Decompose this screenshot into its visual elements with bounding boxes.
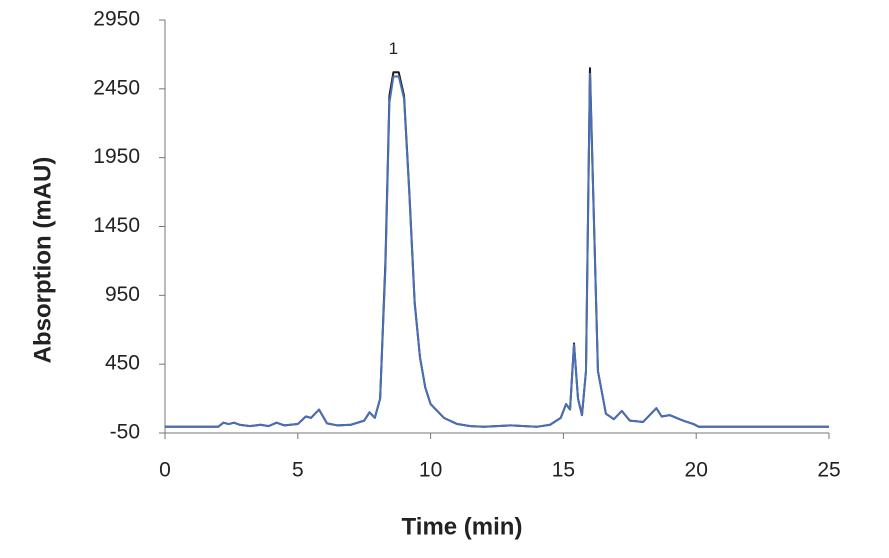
y-tick-label: 450 [105,352,140,375]
x-tick-label: 10 [419,459,442,482]
series-line [165,72,829,428]
y-tick-label: 1950 [93,145,140,168]
annotation: 1 [389,39,398,58]
y-axis-title: Absorption (mAU) [29,157,56,364]
y-tick-label: 1450 [93,214,140,237]
x-tick-label: 20 [685,459,708,482]
x-tick-label: 25 [817,459,840,482]
y-tick-label: 2450 [93,76,140,99]
x-tick-label: 15 [552,459,575,482]
x-axis-title: Time (min) [402,513,523,540]
y-tick-label: 2950 [93,8,140,31]
y-tick-label: 950 [105,283,140,306]
x-tick-label: 0 [159,459,171,482]
y-tick-label: -50 [110,421,140,444]
series-line [165,67,829,428]
x-tick-label: 5 [292,459,304,482]
